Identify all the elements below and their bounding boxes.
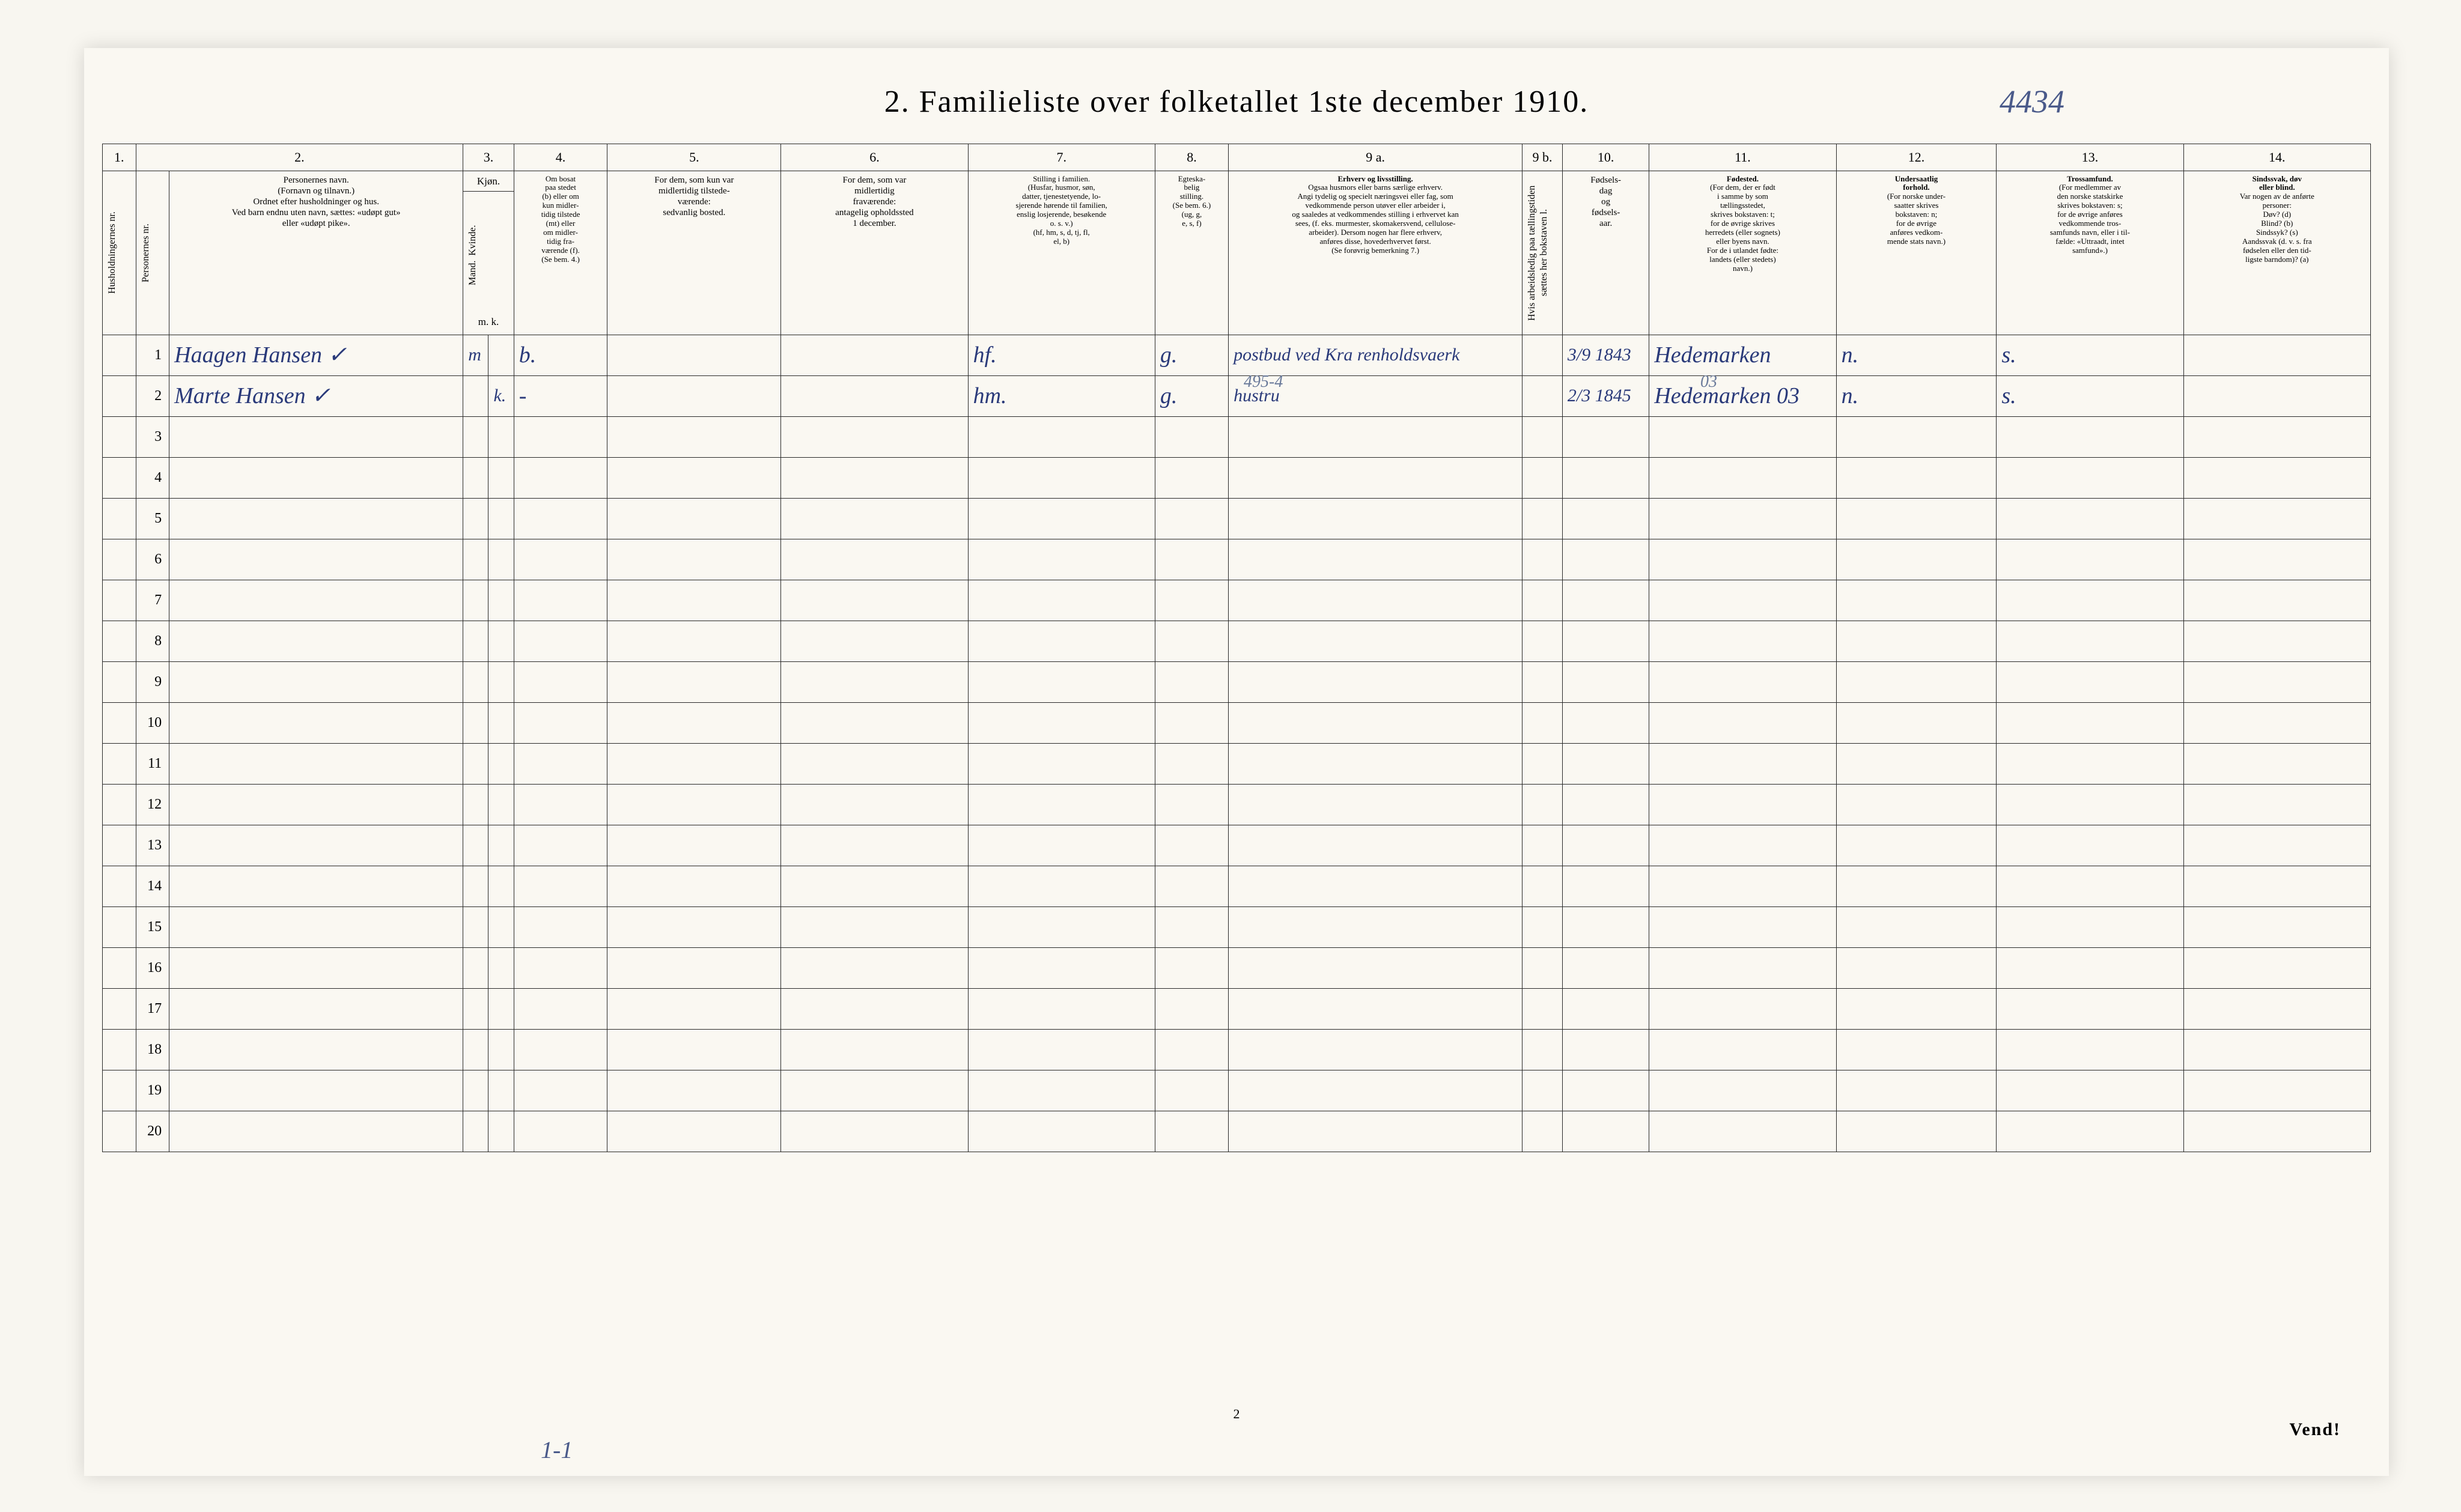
cell-fodested: Hedemarken	[1649, 335, 1836, 375]
col-7: 7.	[968, 144, 1155, 171]
table-row: 4	[103, 457, 2371, 498]
cell-fodested: Hedemarken 03	[1649, 375, 1836, 416]
table-row: 7	[103, 580, 2371, 621]
hdr-egteskab: Egteska- belig stilling. (Se bem. 6.) (u…	[1155, 171, 1228, 335]
cell-egte: g.	[1155, 375, 1228, 416]
table-row: 17	[103, 988, 2371, 1029]
hdr-kjon: Kjøn.	[463, 171, 514, 192]
annotation-above-fodested: 03	[1700, 372, 1717, 392]
col-11: 11.	[1649, 144, 1836, 171]
table-header: 1. 2. 3. 4. 5. 6. 7. 8. 9 a. 9 b. 10. 11…	[103, 144, 2371, 335]
table-body: 1 Haagen Hansen ✓ m b. hf. g. postbud ve…	[103, 335, 2371, 1152]
row-household-num	[103, 375, 136, 416]
hdr-stilling-fam: Stilling i familien. (Husfar, husmor, sø…	[968, 171, 1155, 335]
cell-tilstede	[607, 375, 781, 416]
cell-sex-k: k.	[488, 375, 514, 416]
cell-arbeids	[1523, 375, 1563, 416]
census-form-page: 2. Familieliste over folketallet 1ste de…	[84, 48, 2389, 1476]
cell-tros: s.	[1997, 375, 2183, 416]
cell-undersaat: n.	[1836, 335, 1997, 375]
col-4: 4.	[514, 144, 607, 171]
col-8: 8.	[1155, 144, 1228, 171]
hdr-husholdning: Husholdningernes nr.	[105, 175, 120, 331]
cell-fodsel: 3/9 1843	[1562, 335, 1649, 375]
hdr-fodsel: Fødsels- dag og fødsels- aar.	[1562, 171, 1649, 335]
cell-egte: g.	[1155, 335, 1228, 375]
table-row: 3	[103, 416, 2371, 457]
cell-sinds	[2183, 335, 2370, 375]
row-household-num	[103, 335, 136, 375]
table-row: 19	[103, 1070, 2371, 1111]
cell-tilstede	[607, 335, 781, 375]
col-5: 5.	[607, 144, 781, 171]
table-row: 11	[103, 743, 2371, 784]
footer-handwritten: 1-1	[541, 1436, 573, 1464]
table-row: 1 Haagen Hansen ✓ m b. hf. g. postbud ve…	[103, 335, 2371, 375]
table-row: 16	[103, 947, 2371, 988]
row-person-num: 2	[136, 375, 169, 416]
annotation-above-row: 495-4	[1244, 372, 1283, 392]
cell-tros: s.	[1997, 335, 2183, 375]
hdr-erhverv: Erhverv og livsstilling.Ogsaa husmors el…	[1229, 171, 1523, 335]
hdr-mand-kvinde: Mand. Kvinde.	[466, 195, 480, 315]
cell-sex-m: m	[463, 335, 488, 375]
col-14: 14.	[2183, 144, 2370, 171]
col-9a: 9 a.	[1229, 144, 1523, 171]
cell-undersaat: n.	[1836, 375, 1997, 416]
hdr-name: Personernes navn. (Fornavn og tilnavn.) …	[169, 171, 463, 335]
cell-fravaer	[781, 335, 968, 375]
handwritten-number-top: 4434	[2000, 83, 2064, 120]
footer-page-number: 2	[1234, 1406, 1240, 1422]
table-row: 12	[103, 784, 2371, 825]
hdr-undersaat: Undersaatlig forhold.(For norske under- …	[1836, 171, 1997, 335]
footer-vend: Vend!	[2289, 1419, 2341, 1440]
cell-bosat: -	[514, 375, 607, 416]
col-3: 3.	[463, 144, 514, 171]
col-2: 2.	[136, 144, 463, 171]
hdr-personernes-nr: Personernes nr.	[139, 175, 153, 331]
cell-sinds	[2183, 375, 2370, 416]
hdr-fravaer: For dem, som var midlertidig fraværende:…	[781, 171, 968, 335]
table-row: 5	[103, 498, 2371, 539]
hdr-arbeidsledig: Hvis arbeidsledig paa tællingstiden sætt…	[1525, 175, 1551, 331]
cell-bosat: b.	[514, 335, 607, 375]
table-row: 10	[103, 702, 2371, 743]
cell-name: Haagen Hansen ✓	[169, 335, 463, 375]
census-table: 1. 2. 3. 4. 5. 6. 7. 8. 9 a. 9 b. 10. 11…	[102, 144, 2371, 1152]
hdr-tilstede: For dem, som kun var midlertidig tilsted…	[607, 171, 781, 335]
cell-fodsel: 2/3 1845	[1562, 375, 1649, 416]
table-row: 13	[103, 825, 2371, 866]
cell-erhverv: postbud ved Kra renholdsvaerk	[1229, 335, 1523, 375]
table-row: 6	[103, 539, 2371, 580]
table-row: 8	[103, 621, 2371, 661]
cell-stilling: hm.	[968, 375, 1155, 416]
col-1: 1.	[103, 144, 136, 171]
cell-fravaer	[781, 375, 968, 416]
col-6: 6.	[781, 144, 968, 171]
cell-sex-k	[488, 335, 514, 375]
table-row: 14	[103, 866, 2371, 906]
table-row: 9	[103, 661, 2371, 702]
cell-name: Marte Hansen ✓	[169, 375, 463, 416]
cell-stilling: hf.	[968, 335, 1155, 375]
table-row: 18	[103, 1029, 2371, 1070]
hdr-fodested: Fødested.(For dem, der er født i samme b…	[1649, 171, 1836, 335]
col-10: 10.	[1562, 144, 1649, 171]
cell-arbeids	[1523, 335, 1563, 375]
table-row: 15	[103, 906, 2371, 947]
cell-sex-m	[463, 375, 488, 416]
col-12: 12.	[1836, 144, 1997, 171]
col-9b: 9 b.	[1523, 144, 1563, 171]
table-row: 20	[103, 1111, 2371, 1152]
hdr-bosat: Om bosat paa stedet (b) eller om kun mid…	[514, 171, 607, 335]
hdr-tros: Trossamfund.(For medlemmer av den norske…	[1997, 171, 2183, 335]
table-row: 2 Marte Hansen ✓ k. - hm. g. hustru 2/3 …	[103, 375, 2371, 416]
row-person-num: 1	[136, 335, 169, 375]
col-13: 13.	[1997, 144, 2183, 171]
hdr-sinds: Sindssvak, døv eller blind.Var nogen av …	[2183, 171, 2370, 335]
